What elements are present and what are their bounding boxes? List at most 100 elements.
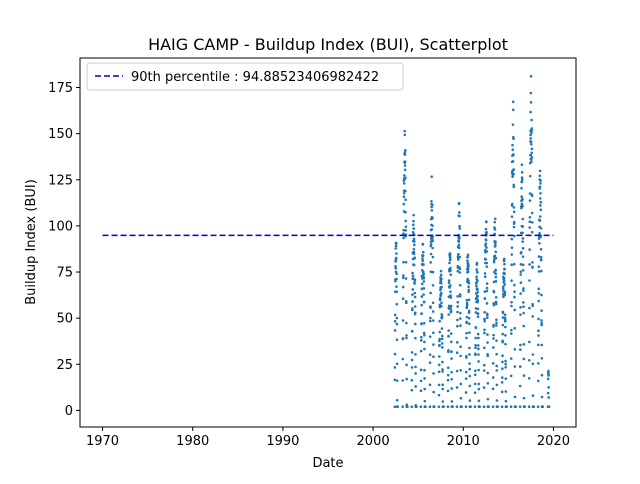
data-point [539,204,542,207]
data-point [422,276,426,280]
data-point [411,230,415,234]
data-point [476,312,480,315]
data-point [476,279,479,283]
data-point [458,283,462,287]
data-point [491,376,495,379]
data-point [511,108,515,112]
data-point [482,405,486,409]
data-point [441,346,444,349]
data-point [404,189,407,193]
data-point [511,123,515,126]
x-tick-label: 2020 [537,434,570,449]
data-point [455,351,459,355]
data-point [449,266,452,270]
data-point [504,325,507,329]
data-point [520,163,524,167]
data-point [410,351,414,354]
data-point [464,391,468,394]
data-point [486,313,489,317]
data-point [420,282,424,286]
data-point [510,300,513,304]
data-point [459,396,463,400]
data-point [449,309,453,313]
data-point [438,330,442,334]
data-point [401,357,405,361]
data-point [539,248,543,251]
data-point [537,270,541,273]
data-point [395,398,399,402]
data-point [520,202,524,206]
data-point [457,201,461,205]
data-point [419,405,423,409]
x-tick-label: 1980 [176,434,209,449]
data-point [485,289,489,293]
data-point [496,405,499,409]
data-point [468,367,471,371]
data-point [458,227,462,230]
data-point [449,304,453,308]
data-point [456,324,459,328]
data-point [410,378,414,382]
data-point [530,127,534,130]
data-point [541,405,544,409]
x-tick-label: 2010 [447,434,480,449]
data-point [468,384,472,388]
data-point [536,379,540,383]
data-point [467,322,471,326]
y-tick-label: 125 [48,173,73,188]
data-point [474,307,478,310]
data-point [532,405,535,409]
data-point [512,262,516,266]
data-point [510,246,514,249]
data-point [474,343,477,347]
data-point [449,273,452,277]
data-point [459,311,462,315]
data-point [396,405,399,409]
data-point [421,257,424,261]
data-point [493,254,497,258]
data-point [428,361,432,364]
data-point [403,164,407,167]
data-point [423,333,426,337]
data-point [500,405,504,409]
data-point [465,356,468,359]
data-point [513,395,517,399]
data-point [492,323,495,327]
data-point [518,384,522,388]
data-point [419,339,423,342]
data-point [393,320,397,323]
data-point [495,399,499,402]
data-point [395,285,398,288]
data-point [531,266,534,269]
data-point [476,291,480,294]
data-point [504,333,507,337]
data-point [451,405,454,409]
data-point [539,208,543,212]
data-point [519,263,523,266]
data-point [449,269,452,272]
data-point [512,168,515,171]
data-point [511,148,515,152]
data-point [460,405,463,409]
data-point [528,263,531,266]
data-point [457,240,461,243]
data-point [450,350,453,353]
data-point [447,281,451,285]
data-point [519,273,522,276]
data-point [530,118,533,122]
data-point [511,175,514,179]
data-point [431,301,435,305]
data-point [477,360,480,363]
data-point [467,279,470,282]
data-point [432,405,436,409]
data-point [530,151,533,155]
data-point [478,405,481,409]
data-point [510,202,514,206]
data-point [422,321,426,325]
data-point [459,368,463,372]
data-point [446,373,450,377]
data-point [432,331,435,335]
data-point [502,257,506,261]
data-point [486,341,489,344]
data-point [510,263,513,267]
